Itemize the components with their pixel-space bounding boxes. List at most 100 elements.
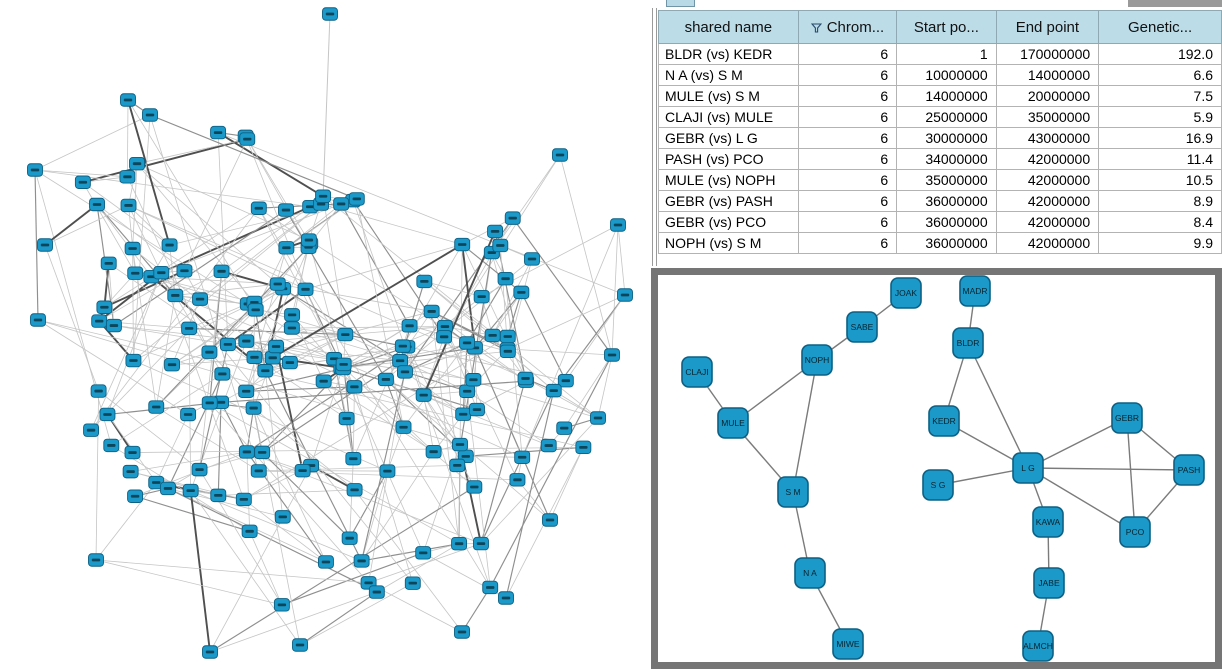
overview-network-edge[interactable]	[249, 531, 283, 606]
overview-network-node[interactable]	[281, 355, 298, 370]
overview-network-node[interactable]	[264, 351, 281, 365]
overview-network-edge[interactable]	[95, 391, 100, 561]
overview-network-edge[interactable]	[190, 490, 301, 646]
overview-network-edge[interactable]	[90, 207, 260, 431]
overview-network-node[interactable]	[278, 241, 295, 255]
overview-network-edge[interactable]	[108, 263, 115, 326]
overview-network-node[interactable]	[148, 400, 165, 414]
table-cell-end-point[interactable]: 42000000	[995, 148, 1100, 170]
overview-network-edge[interactable]	[474, 347, 551, 521]
overview-network-node[interactable]	[182, 483, 199, 498]
overview-network-node[interactable]	[161, 238, 178, 252]
overview-network-edge[interactable]	[282, 288, 401, 362]
overview-network-node[interactable]	[423, 304, 440, 319]
column-header-chromosome[interactable]: Chrom...	[797, 10, 898, 44]
table-cell-chromosome[interactable]: 6	[797, 127, 898, 149]
overview-network-node[interactable]	[160, 481, 176, 496]
overview-network-node[interactable]	[499, 344, 516, 359]
overview-network-edge[interactable]	[133, 203, 322, 361]
overview-network-edge[interactable]	[34, 114, 151, 171]
overview-network-node[interactable]	[345, 451, 362, 466]
overview-network-edge[interactable]	[127, 99, 257, 311]
table-cell-start-point[interactable]: 30000000	[896, 127, 997, 149]
overview-network-node[interactable]	[315, 189, 332, 203]
table-row[interactable]: N A (vs) S M 6 10000000 14000000 6.6	[658, 64, 1222, 86]
overview-network-node[interactable]	[394, 339, 411, 353]
overview-network-node[interactable]	[268, 339, 285, 354]
overview-network-node[interactable]	[556, 421, 573, 435]
overview-network-node[interactable]	[498, 591, 514, 605]
overview-network-node[interactable]	[247, 303, 264, 317]
table-cell-chromosome[interactable]: 6	[797, 190, 898, 212]
overview-network-edge[interactable]	[199, 271, 222, 470]
column-header-shared-name[interactable]: shared name	[658, 10, 799, 44]
overview-network-node[interactable]	[415, 388, 432, 402]
overview-network-edge[interactable]	[340, 367, 424, 554]
overview-network-edge[interactable]	[507, 294, 626, 350]
detail-network-node[interactable]: S G	[922, 469, 954, 501]
overview-network-edge[interactable]	[132, 446, 584, 453]
overview-network-edge[interactable]	[90, 272, 162, 431]
overview-network-node[interactable]	[368, 585, 385, 599]
overview-network-node[interactable]	[514, 450, 531, 464]
overview-network-node[interactable]	[83, 423, 100, 437]
overview-network-node[interactable]	[300, 233, 317, 247]
detail-network-node[interactable]: N A	[794, 557, 826, 589]
table-cell-genetic[interactable]: 8.4	[1098, 211, 1222, 233]
table-cell-shared-name[interactable]: GEBR (vs) PCO	[658, 211, 799, 233]
table-cell-end-point[interactable]: 20000000	[995, 85, 1100, 107]
table-cell-chromosome[interactable]: 6	[797, 106, 898, 128]
detail-network-edge[interactable]	[792, 359, 818, 493]
overview-network-edge[interactable]	[128, 205, 136, 274]
table-cell-genetic[interactable]: 11.4	[1098, 148, 1222, 170]
overview-network-edge[interactable]	[221, 206, 311, 272]
table-cell-shared-name[interactable]: N A (vs) S M	[658, 64, 799, 86]
overview-network-edge[interactable]	[175, 295, 549, 446]
overview-network-node[interactable]	[30, 313, 46, 327]
overview-network-edge[interactable]	[461, 587, 491, 633]
overview-network-edge[interactable]	[443, 217, 514, 338]
overview-network-node[interactable]	[213, 264, 230, 279]
overview-network-node[interactable]	[292, 638, 308, 652]
overview-network-node[interactable]	[239, 132, 256, 146]
column-header-start-point[interactable]: Start po...	[896, 10, 997, 44]
overview-network-edge[interactable]	[155, 295, 176, 408]
overview-network-edge[interactable]	[305, 244, 463, 290]
table-cell-start-point[interactable]: 25000000	[896, 106, 997, 128]
overview-network-edge[interactable]	[82, 182, 136, 274]
overview-network-node[interactable]	[129, 157, 145, 171]
overview-network-edge[interactable]	[549, 447, 584, 521]
overview-network-edge[interactable]	[507, 348, 613, 356]
table-cell-shared-name[interactable]: MULE (vs) NOPH	[658, 169, 799, 191]
overview-network-edge[interactable]	[505, 390, 555, 599]
table-cell-chromosome[interactable]: 6	[797, 232, 898, 254]
overview-network-node[interactable]	[337, 327, 354, 342]
overview-network-edge[interactable]	[98, 320, 135, 362]
overview-network-edge[interactable]	[480, 390, 555, 544]
overview-network-node[interactable]	[297, 282, 314, 297]
overview-network-edge[interactable]	[96, 204, 185, 272]
detail-network-node[interactable]: PCO	[1119, 516, 1151, 548]
overview-network-view[interactable]	[0, 0, 651, 669]
overview-network-node[interactable]	[238, 384, 255, 398]
overview-network-node[interactable]	[283, 321, 300, 335]
overview-network-edge[interactable]	[264, 370, 284, 517]
overview-network-node[interactable]	[484, 328, 501, 343]
overview-network-edge[interactable]	[291, 326, 445, 329]
overview-network-edge[interactable]	[253, 407, 327, 563]
overview-network-node[interactable]	[542, 513, 558, 527]
overview-network-edge[interactable]	[95, 559, 369, 584]
table-cell-chromosome[interactable]: 6	[797, 169, 898, 191]
overview-network-node[interactable]	[142, 108, 158, 122]
overview-network-edge[interactable]	[291, 327, 599, 419]
table-cell-chromosome[interactable]: 6	[797, 64, 898, 86]
overview-network-node[interactable]	[557, 374, 574, 388]
overview-network-edge[interactable]	[95, 482, 157, 561]
table-cell-genetic[interactable]: 7.5	[1098, 85, 1222, 107]
overview-network-node[interactable]	[454, 237, 471, 252]
overview-network-edge[interactable]	[443, 336, 474, 380]
overview-network-node[interactable]	[254, 445, 271, 460]
overview-network-edge[interactable]	[272, 243, 463, 359]
overview-network-node[interactable]	[202, 645, 218, 659]
overview-network-edge[interactable]	[156, 406, 259, 472]
